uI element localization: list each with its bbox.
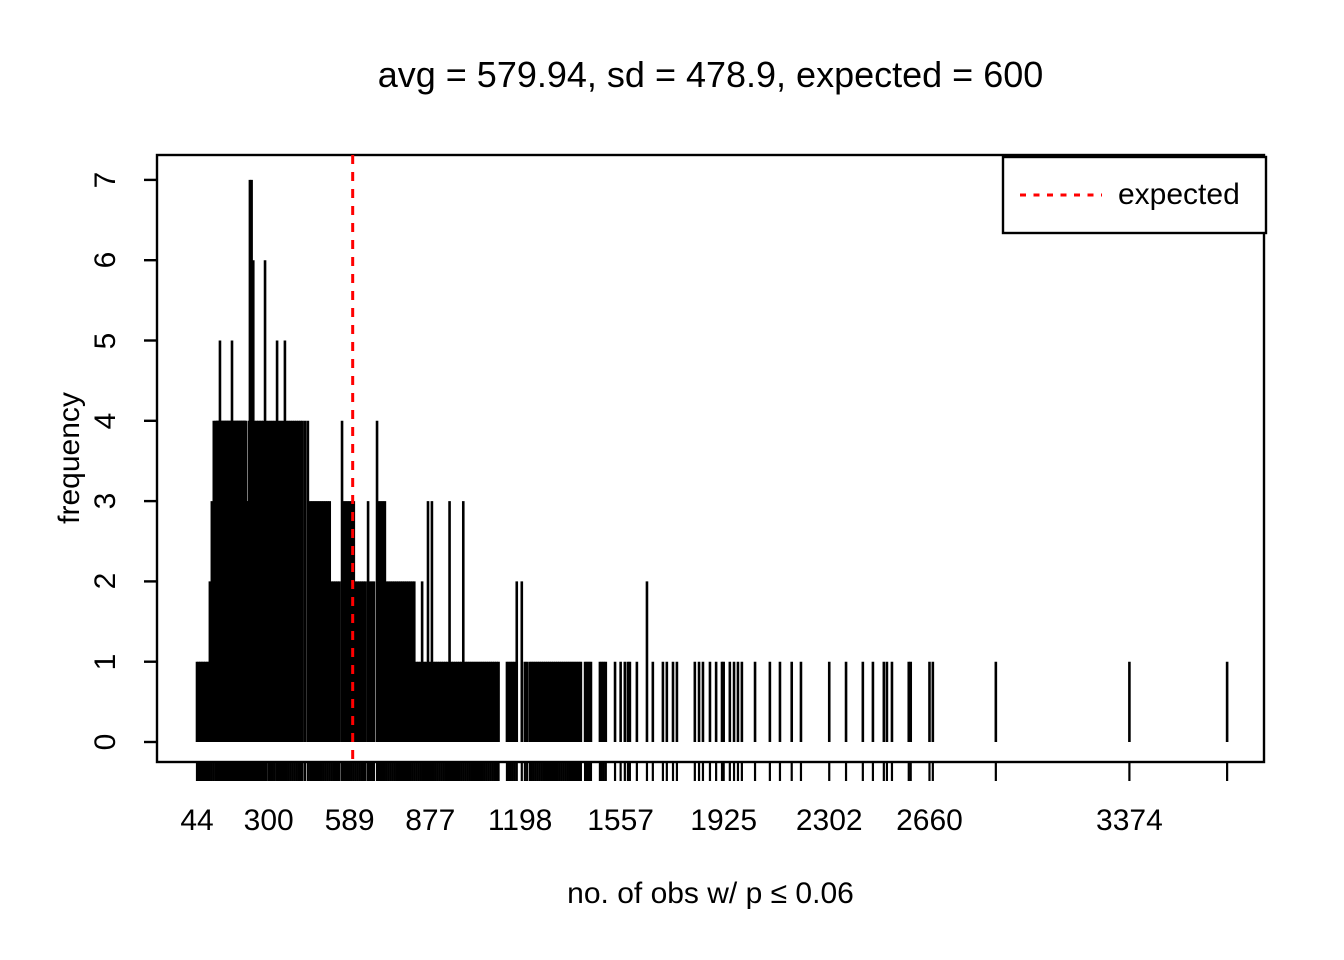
x-axis-tick-label: 1198	[487, 804, 553, 837]
y-axis-tick-label: 5	[89, 332, 122, 349]
x-axis-title: no. of obs w/ p ≤ 0.06	[567, 877, 854, 910]
plot-title: avg = 579.94, sd = 478.9, expected = 600	[377, 54, 1044, 95]
legend	[1001, 155, 1268, 235]
plot-border	[155, 153, 1266, 764]
x-axis-tick-label: 877	[405, 804, 456, 837]
y-axis-tick-label: 4	[89, 412, 122, 430]
y-axis-tick-label: 2	[89, 573, 122, 590]
y-axis-tick-label: 0	[89, 733, 122, 751]
x-axis-tick-label: 44	[180, 804, 214, 837]
legend-label: expected	[1118, 178, 1240, 211]
x-axis-tick-label: 3374	[1096, 804, 1163, 837]
y-axis-tick-label: 6	[89, 251, 122, 269]
y-axis-title: frequency	[53, 392, 86, 524]
y-axis-tick-label: 1	[89, 653, 122, 671]
x-axis-tick-label: 1557	[587, 804, 654, 837]
x-axis-tick-label: 589	[324, 804, 375, 837]
x-axis-tick-label: 1925	[690, 804, 758, 837]
x-axis-tick-label: 2302	[795, 804, 863, 837]
x-axis-tick-label: 300	[243, 804, 294, 837]
y-axis-tick-label: 3	[89, 492, 122, 510]
x-axis-tick-label: 2660	[896, 804, 963, 837]
y-axis-tick-label: 7	[89, 171, 122, 189]
